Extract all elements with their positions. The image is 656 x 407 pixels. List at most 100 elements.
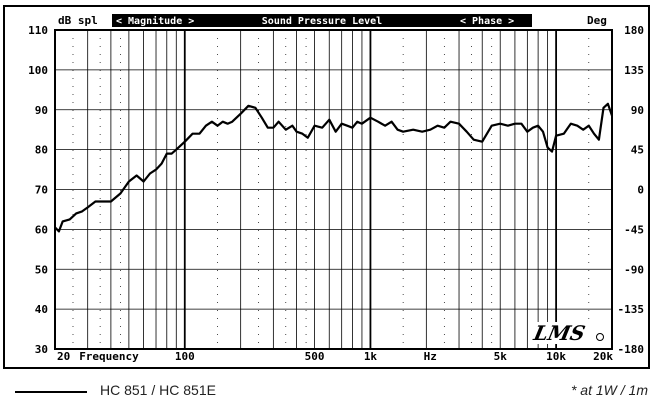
data-point — [607, 103, 609, 105]
data-point — [58, 230, 60, 232]
data-point — [429, 129, 431, 131]
chart-title: Sound Pressure Level — [262, 16, 382, 27]
data-point — [602, 107, 605, 109]
legend-line — [15, 391, 87, 393]
data-point — [75, 212, 77, 215]
data-point — [261, 117, 263, 119]
data-point — [254, 107, 256, 109]
data-point — [211, 121, 213, 123]
data-point — [563, 133, 565, 135]
data-point — [128, 180, 130, 183]
data-point — [458, 123, 460, 125]
data-point — [267, 127, 269, 129]
data-point — [491, 125, 493, 127]
data-point — [69, 218, 71, 221]
data-point — [520, 123, 522, 125]
data-point — [180, 145, 182, 147]
y-tick-label: 80 — [35, 144, 48, 157]
data-point — [421, 131, 423, 133]
y2-tick-label: 90 — [631, 104, 644, 117]
data-point — [81, 210, 83, 213]
data-point — [166, 153, 168, 155]
x-tick-label: Hz — [424, 350, 437, 363]
data-point — [507, 125, 509, 127]
magnitude-label: < Magnitude > — [116, 15, 194, 27]
data-point — [551, 151, 553, 153]
data-point — [54, 226, 56, 228]
data-point — [481, 141, 483, 143]
y-axis-right: -180 -135 -90 -45 0 45 90 135 180 — [618, 24, 645, 356]
data-point — [119, 192, 121, 195]
data-point — [443, 127, 445, 129]
data-point — [466, 131, 468, 133]
data-point — [142, 180, 145, 183]
data-point — [313, 125, 316, 127]
x-tick-label: 500 — [305, 350, 325, 363]
data-point — [473, 139, 475, 141]
x-tick-label: 100 — [175, 350, 195, 363]
y2-tick-label: 135 — [624, 64, 644, 77]
lms-logo: LMS — [528, 321, 604, 345]
x-tick-label: 10k — [546, 350, 566, 363]
data-point — [402, 131, 404, 133]
data-point — [346, 125, 348, 127]
y-tick-label: 100 — [28, 64, 48, 77]
y-tick-label: 30 — [35, 343, 48, 356]
data-point — [198, 133, 201, 135]
data-point — [341, 123, 343, 125]
y2-tick-label: -135 — [618, 303, 645, 316]
lms-logo-text: LMS — [531, 321, 588, 345]
data-point — [542, 131, 544, 133]
x-tick-label: 20k — [593, 350, 613, 363]
data-point — [101, 200, 103, 203]
data-point — [321, 127, 323, 129]
series-points — [54, 103, 613, 232]
data-point — [222, 121, 224, 123]
x-tick-label: 20 — [57, 350, 70, 363]
left-unit-label: dB spl — [58, 14, 98, 27]
data-point — [547, 147, 549, 149]
data-point — [291, 125, 294, 127]
data-point — [87, 206, 89, 209]
data-point — [307, 137, 309, 139]
data-point — [175, 149, 177, 151]
right-unit-label: Deg — [587, 14, 607, 27]
phase-label: < Phase > — [460, 16, 514, 27]
data-point — [514, 123, 516, 125]
y-tick-label: 60 — [35, 223, 48, 236]
data-point — [499, 123, 501, 125]
legend-series-label: HC 851 / HC 851E — [100, 382, 216, 398]
data-point — [396, 129, 399, 131]
data-point — [240, 113, 242, 115]
data-point — [356, 121, 358, 123]
data-point — [272, 127, 274, 129]
data-point — [277, 121, 280, 123]
data-point — [226, 123, 229, 125]
data-point — [588, 125, 590, 127]
data-point — [361, 123, 363, 125]
plot-grid — [54, 29, 613, 350]
data-point — [532, 127, 534, 129]
data-point — [191, 133, 194, 135]
data-point — [149, 172, 151, 175]
header-bar — [112, 14, 532, 27]
y2-tick-label: 180 — [624, 24, 644, 37]
data-point — [570, 123, 572, 125]
registered-icon — [596, 333, 604, 341]
data-point — [576, 125, 578, 127]
data-point — [611, 115, 613, 117]
data-point — [160, 162, 163, 165]
data-point — [285, 129, 287, 131]
y2-tick-label: 0 — [637, 184, 644, 197]
data-point — [377, 121, 379, 123]
data-point — [335, 131, 337, 133]
data-point — [171, 153, 173, 155]
x-tick-label: 1k — [364, 350, 378, 363]
data-point — [205, 125, 207, 127]
y2-tick-label: -45 — [624, 223, 644, 236]
data-point — [384, 125, 386, 127]
series-line-hc851 — [54, 102, 614, 233]
x-tick-label: Frequency — [79, 350, 139, 363]
data-point — [369, 117, 372, 119]
data-point — [593, 133, 595, 135]
